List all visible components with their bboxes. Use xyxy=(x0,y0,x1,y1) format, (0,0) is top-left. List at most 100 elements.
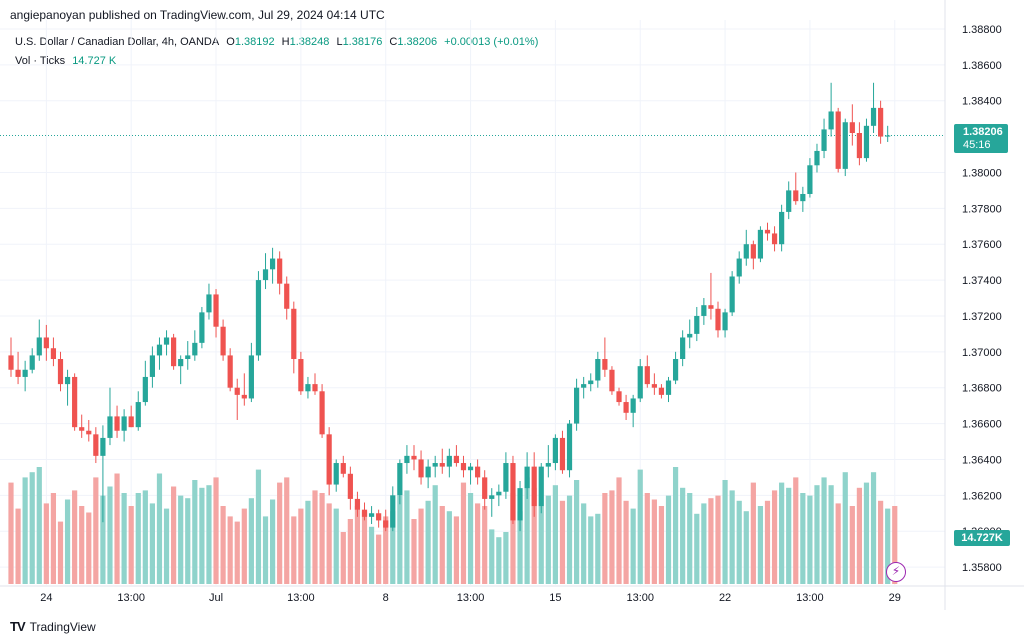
volume-bar xyxy=(43,503,49,584)
candle-body xyxy=(446,455,452,467)
candle-body xyxy=(835,111,841,169)
x-tick-label: 22 xyxy=(719,592,731,604)
volume-bar xyxy=(149,503,155,584)
candle-body xyxy=(510,463,516,521)
volume-bar xyxy=(368,526,375,584)
candle-body xyxy=(185,355,191,359)
candle-body xyxy=(588,380,594,385)
candle-body xyxy=(411,455,417,460)
x-tick-label: Jul xyxy=(209,592,223,604)
candle-body xyxy=(729,276,735,313)
candle-body xyxy=(503,463,509,492)
volume-bar xyxy=(100,495,106,584)
candle-body xyxy=(397,463,403,496)
candle-body xyxy=(531,466,537,507)
candle-body xyxy=(574,387,580,424)
candle-body xyxy=(163,337,170,345)
volume-bar xyxy=(15,508,21,584)
volume-bar xyxy=(22,477,28,584)
candle-body xyxy=(658,387,665,395)
open-label: O xyxy=(226,36,235,48)
volume-bar xyxy=(616,477,622,584)
high-value: 1.38248 xyxy=(289,36,330,48)
candle-body xyxy=(50,348,57,359)
volume-bar xyxy=(800,493,806,584)
candle-body xyxy=(425,466,431,478)
volume-bar xyxy=(878,500,884,584)
candle-body xyxy=(269,258,276,270)
candle-body xyxy=(807,165,813,194)
volume-bar xyxy=(743,511,749,584)
candle-body xyxy=(687,333,693,338)
candle-body xyxy=(199,312,205,343)
volume-bar xyxy=(779,482,785,584)
candle-body xyxy=(376,513,382,521)
candle-body xyxy=(439,463,445,467)
volume-bar xyxy=(72,490,78,584)
candle-body xyxy=(418,459,424,478)
volume-bar xyxy=(277,482,283,584)
candle-body xyxy=(192,342,198,356)
volume-bar xyxy=(566,495,573,584)
volume-bar xyxy=(609,490,615,584)
volume-bar xyxy=(135,493,141,584)
x-tick-label: 15 xyxy=(549,592,561,604)
volume-bar xyxy=(701,503,707,584)
candle-body xyxy=(142,376,148,403)
candle-body xyxy=(482,477,488,499)
volume-bar xyxy=(107,486,113,584)
volume-bar xyxy=(298,508,304,584)
symbol-title[interactable]: U.S. Dollar / Canadian Dollar, 4h, OANDA xyxy=(15,36,220,48)
volume-bar xyxy=(475,503,481,584)
candle-body xyxy=(595,359,601,381)
open-value: 1.38192 xyxy=(234,36,275,48)
volume-bar xyxy=(234,521,240,584)
ohlc-row: U.S. Dollar / Canadian Dollar, 4h, OANDA… xyxy=(15,34,538,50)
candle-body xyxy=(566,423,573,471)
last-price-tag: 1.38206 45:16 xyxy=(954,124,1008,153)
candle-body xyxy=(277,258,283,284)
y-tick-label: 1.37000 xyxy=(962,347,1002,359)
volume-bar xyxy=(171,486,177,584)
y-tick-label: 1.36800 xyxy=(962,383,1002,395)
change-value: +0.00013 (+0.01%) xyxy=(444,36,539,48)
volume-label[interactable]: Vol · Ticks xyxy=(15,55,66,67)
candle-body xyxy=(849,122,855,133)
candle-body xyxy=(467,466,474,471)
volume-bar xyxy=(849,506,855,584)
tradingview-brand[interactable]: TV TradingView xyxy=(10,619,96,634)
y-tick-label: 1.38600 xyxy=(962,60,1002,72)
y-tick-label: 1.37600 xyxy=(962,239,1002,251)
candle-body xyxy=(29,355,35,370)
volume-bar xyxy=(199,487,205,584)
lightning-icon[interactable]: ⚡ xyxy=(886,562,906,582)
candle-body xyxy=(432,463,438,467)
x-tick-label: 29 xyxy=(889,592,901,604)
candle-body xyxy=(312,384,318,392)
volume-bar xyxy=(736,500,742,584)
volume-bar xyxy=(793,477,799,584)
volume-bar xyxy=(644,493,650,584)
candle-body xyxy=(178,359,184,367)
y-tick-label: 1.36200 xyxy=(962,490,1002,502)
candle-body xyxy=(701,305,707,316)
volume-bar xyxy=(411,519,417,584)
volume-bar xyxy=(269,499,276,584)
y-tick-label: 1.37400 xyxy=(962,275,1002,287)
volume-bar xyxy=(57,521,64,584)
volume-bar xyxy=(64,499,71,584)
x-tick-label: 24 xyxy=(40,592,52,604)
candle-body xyxy=(694,315,700,334)
x-tick-label: 13:00 xyxy=(457,592,485,604)
candle-body xyxy=(602,359,608,370)
candle-body xyxy=(368,513,375,517)
candle-body xyxy=(630,398,636,413)
volume-bar xyxy=(262,516,269,584)
candle-body xyxy=(255,280,262,356)
candle-body xyxy=(750,244,756,259)
candle-body xyxy=(644,366,650,385)
volume-bar xyxy=(658,506,665,584)
candle-body xyxy=(878,107,884,137)
low-label: L xyxy=(336,36,343,48)
